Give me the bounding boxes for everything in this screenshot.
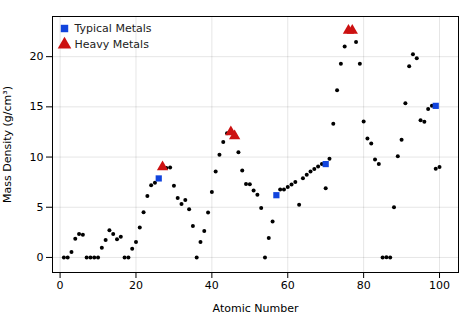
svg-text:0: 0 [57, 279, 64, 292]
svg-text:20: 20 [30, 50, 44, 63]
svg-text:Mass Density (g/cm³): Mass Density (g/cm³) [1, 86, 14, 203]
svg-text:80: 80 [357, 279, 371, 292]
svg-text:Heavy Metals: Heavy Metals [75, 38, 150, 51]
svg-text:15: 15 [30, 100, 44, 113]
svg-text:5: 5 [37, 201, 44, 214]
svg-text:100: 100 [429, 279, 450, 292]
svg-text:60: 60 [281, 279, 295, 292]
svg-text:Atomic Number: Atomic Number [213, 302, 299, 314]
svg-text:40: 40 [205, 279, 219, 292]
svg-text:10: 10 [30, 151, 44, 164]
svg-text:20: 20 [129, 279, 143, 292]
svg-text:Typical Metals: Typical Metals [74, 22, 152, 35]
svg-text:0: 0 [37, 251, 44, 264]
